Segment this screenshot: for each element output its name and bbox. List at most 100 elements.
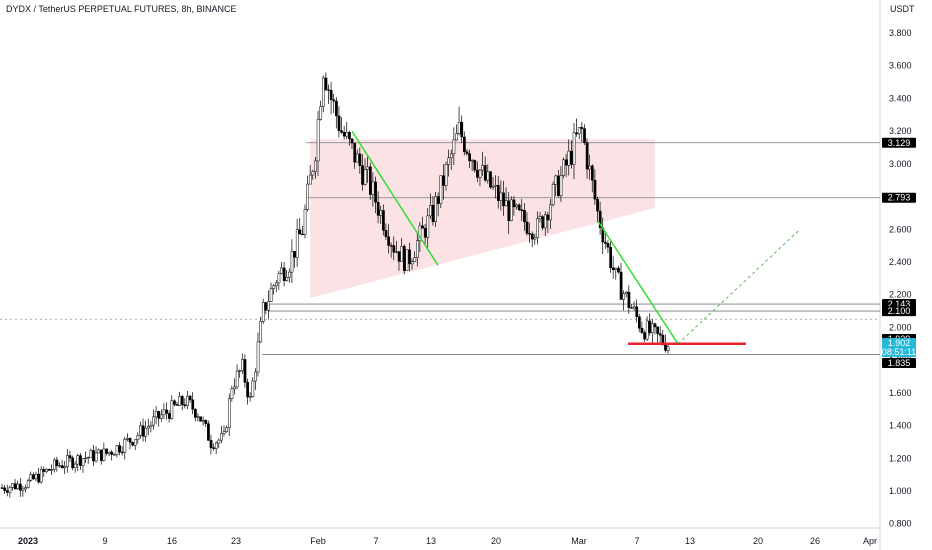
price-tag	[882, 338, 916, 348]
candle-body	[39, 469, 43, 483]
candle-body	[382, 210, 385, 231]
candle-body	[413, 257, 417, 262]
candle-body	[452, 139, 456, 155]
candle-body	[115, 445, 119, 455]
candle-body	[596, 198, 599, 212]
candle-body	[162, 409, 166, 416]
candle-body	[345, 132, 349, 137]
x-tick-label: Apr	[863, 536, 877, 546]
candle-body	[105, 448, 108, 454]
candle-body	[622, 293, 626, 300]
candle-body	[528, 233, 532, 235]
candle-body	[8, 487, 12, 493]
candle-body	[515, 204, 518, 208]
candle-body	[118, 445, 121, 453]
candle-body	[402, 246, 406, 271]
candle-body	[591, 165, 594, 181]
candle-body	[332, 99, 336, 102]
candle-body	[201, 420, 205, 422]
candle-body	[319, 106, 323, 120]
candle-body	[170, 400, 174, 419]
candle-body	[264, 302, 268, 311]
candle-body	[520, 209, 524, 211]
candle-body	[557, 175, 560, 197]
y-tick-label: 2.200	[889, 290, 912, 300]
candle-body	[577, 127, 581, 135]
candle-body	[536, 218, 539, 238]
x-tick-label: 7	[373, 536, 378, 546]
candle-body	[491, 185, 495, 188]
candle-body	[468, 153, 471, 162]
candle-body	[457, 121, 461, 134]
y-tick-label: 1.200	[889, 453, 912, 463]
candle-body	[449, 153, 453, 159]
candle-body	[517, 204, 521, 211]
candle-body	[342, 132, 346, 137]
x-tick-label: Feb	[310, 536, 326, 546]
candle-body	[551, 184, 555, 205]
candle-body	[384, 230, 388, 238]
candle-body	[510, 199, 513, 221]
candle-body	[89, 450, 93, 458]
green-trendline-2	[597, 220, 679, 345]
candle-body	[76, 455, 80, 465]
x-tick-label: 16	[167, 536, 177, 546]
candle-body	[460, 121, 464, 138]
price-tag-label: 2.100	[888, 306, 911, 316]
candle-body	[400, 246, 404, 262]
candle-body	[303, 209, 307, 235]
candle-body	[301, 233, 304, 236]
candle-body	[0, 487, 4, 489]
candle-body	[131, 442, 135, 446]
candle-body	[5, 490, 9, 493]
price-tag-label: 2.143	[888, 299, 911, 309]
candle-body	[165, 409, 168, 414]
candle-body	[387, 236, 390, 246]
projection-line	[677, 228, 801, 345]
candle-body	[32, 474, 35, 480]
candle-body	[196, 416, 200, 418]
y-tick-label: 2.600	[889, 224, 912, 234]
candle-body	[222, 431, 226, 434]
candle-body	[395, 251, 398, 253]
candle-body	[29, 474, 33, 481]
candle-body	[68, 455, 72, 459]
candle-body	[624, 291, 628, 295]
candle-body	[246, 382, 249, 398]
candle-body	[42, 469, 46, 472]
y-tick-label: 2.400	[889, 257, 912, 267]
candle-body	[473, 160, 477, 171]
candle-body	[436, 196, 440, 204]
chart-title: DYDX / TetherUS PERPETUAL FUTURES, 8h, B…	[6, 4, 237, 14]
candle-body	[366, 166, 370, 170]
candle-body	[405, 249, 409, 271]
candle-body	[593, 179, 597, 200]
candle-body	[627, 291, 631, 308]
y-tick-label: 1.600	[889, 388, 912, 398]
candle-body	[227, 398, 231, 428]
candle-body	[423, 227, 427, 238]
candle-body	[60, 465, 64, 469]
x-tick-label: 13	[426, 536, 436, 546]
candle-body	[277, 273, 281, 284]
candle-body	[314, 160, 317, 172]
candle-body	[324, 77, 328, 90]
candle-body	[157, 411, 161, 419]
candle-body	[465, 151, 469, 154]
candle-body	[212, 447, 216, 449]
candle-body	[523, 210, 526, 223]
candle-body	[361, 165, 364, 185]
candle-body	[327, 89, 330, 91]
candle-body	[426, 215, 430, 238]
y-tick-label: 3.200	[889, 126, 912, 136]
candle-body	[502, 192, 505, 207]
candle-body	[238, 370, 242, 372]
candle-body	[541, 216, 545, 229]
candle-body	[379, 210, 383, 216]
candle-body	[235, 370, 239, 388]
candle-body	[392, 245, 396, 253]
candle-body	[123, 439, 127, 453]
candle-body	[126, 437, 129, 440]
candle-body	[504, 200, 508, 207]
